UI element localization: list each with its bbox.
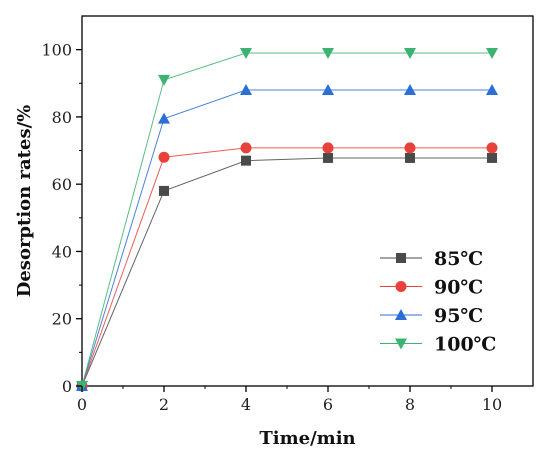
series-line <box>81 89 492 387</box>
y-axis-title: Desorption rates/% <box>14 105 35 298</box>
legend-label: 90℃ <box>434 277 483 299</box>
legend-item: 90℃ <box>380 277 483 299</box>
y-tick-label: 60 <box>52 175 72 194</box>
legend-label: 95℃ <box>434 305 483 327</box>
data-point <box>240 142 252 154</box>
data-point <box>405 152 415 163</box>
legend-item: 85℃ <box>380 248 483 270</box>
x-tick-label: 4 <box>241 395 251 414</box>
series-line <box>81 157 492 387</box>
y-tick-label: 20 <box>52 310 72 329</box>
x-axis-title: Time/min <box>259 428 355 449</box>
legend-label: 85℃ <box>434 248 483 270</box>
data-point <box>240 84 252 95</box>
data-point <box>158 74 170 86</box>
data-point <box>323 152 333 163</box>
y-tick-label: 100 <box>41 41 72 60</box>
plot-area <box>81 15 534 387</box>
data-point <box>158 151 170 163</box>
series-3 <box>76 84 498 391</box>
series-4 <box>76 48 498 392</box>
data-point <box>158 112 170 124</box>
data-point <box>486 84 498 95</box>
x-tick-label: 0 <box>77 395 87 414</box>
series-line <box>81 147 492 387</box>
data-point <box>404 84 416 95</box>
data-point <box>322 142 334 154</box>
data-point <box>322 48 334 59</box>
x-tick-label: 6 <box>323 395 333 414</box>
data-point <box>322 84 334 95</box>
legend: 85℃ 90℃ 95℃ 100℃ <box>380 248 496 356</box>
legend-marker <box>395 338 407 350</box>
data-point <box>404 142 416 154</box>
x-tick-label: 10 <box>482 395 502 414</box>
y-tick-label: 80 <box>52 108 72 127</box>
series-line <box>81 52 492 387</box>
data-point <box>240 48 252 59</box>
data-point <box>404 48 416 59</box>
data-point <box>487 152 497 163</box>
legend-item: 100℃ <box>380 334 496 356</box>
series-layer <box>76 48 498 392</box>
x-tick-label: 2 <box>159 395 169 414</box>
legend-label: 100℃ <box>434 334 496 356</box>
data-point <box>159 185 169 196</box>
legend-marker <box>395 281 407 292</box>
y-tick-label: 40 <box>52 242 72 261</box>
data-point <box>241 155 251 166</box>
data-point <box>486 142 498 154</box>
plot-frame <box>81 15 534 387</box>
x-tick-label: 8 <box>405 395 415 414</box>
legend-item: 95℃ <box>380 305 483 327</box>
data-point <box>486 48 498 59</box>
y-tick-label: 0 <box>62 377 72 396</box>
legend-marker <box>395 309 407 320</box>
legend-marker <box>396 253 406 263</box>
